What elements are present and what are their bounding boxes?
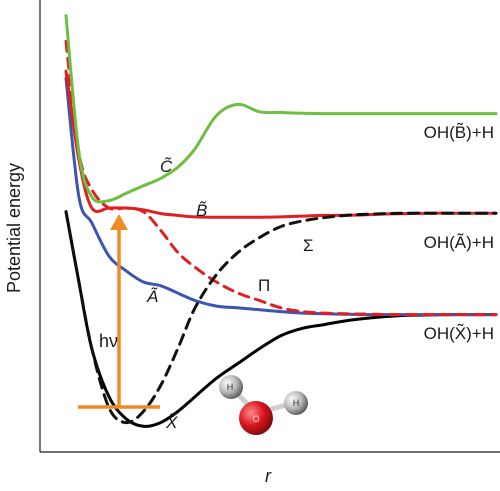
hydrogen-label-right: H: [293, 398, 300, 408]
state-label-a: Ã: [146, 287, 158, 306]
oxygen-atom: [239, 401, 273, 435]
curve-sigma-state: [64, 210, 498, 425]
state-label-pi: Π: [258, 276, 270, 295]
asymptote-label-oh-x: OH(X̃)+H: [424, 323, 494, 343]
state-label-c: C̃: [160, 156, 173, 176]
hydrogen-atom-left: [219, 375, 243, 399]
state-label-sigma: Σ: [303, 236, 314, 255]
x-axis-label: r: [265, 466, 272, 486]
photon-arrow-head: [110, 214, 128, 230]
hydrogen-label-left: H: [227, 382, 234, 392]
water-molecule: H O H: [219, 375, 308, 435]
curves-group: [64, 14, 498, 428]
asymptote-label-oh-a: OH(Ã)+H: [424, 233, 494, 252]
hydrogen-atom-right: [284, 391, 308, 415]
state-label-x: X̃: [165, 412, 178, 432]
curve-pi-state: [64, 40, 498, 317]
state-label-b: B̃: [196, 200, 207, 220]
oxygen-label: O: [252, 414, 259, 424]
photon-label: hν: [99, 331, 118, 351]
curve-b-state: [64, 69, 498, 219]
asymptote-label-oh-b: OH(B̃)+H: [424, 122, 494, 142]
y-axis-label: Potential energy: [4, 163, 24, 293]
curve-c-state: [64, 14, 498, 204]
photon-arrow: hν: [78, 214, 160, 409]
